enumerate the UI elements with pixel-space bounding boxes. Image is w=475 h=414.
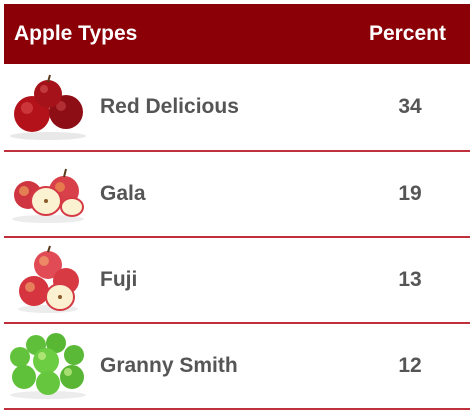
apple-type-name: Granny Smith <box>100 354 238 377</box>
table-row: Gala 19 <box>4 152 470 238</box>
column-header-percent: Percent <box>368 22 446 45</box>
granny-smith-apples-image <box>10 333 86 399</box>
red-delicious-apples-image <box>10 74 86 140</box>
apple-types-table: Apple Types Percent Red Delicious 34 <box>4 4 470 410</box>
apple-type-name: Red Delicious <box>100 95 239 118</box>
apple-type-percent: 34 <box>398 95 422 118</box>
table-row: Granny Smith 12 <box>4 324 470 410</box>
column-header-apple-types: Apple Types <box>14 22 138 45</box>
fuji-apples-image <box>18 245 79 313</box>
table-row: Red Delicious 34 <box>4 64 470 152</box>
gala-apples-image <box>12 168 84 223</box>
apple-type-percent: 19 <box>398 182 422 205</box>
apple-type-name: Fuji <box>100 268 138 291</box>
apple-type-percent: 13 <box>398 268 422 291</box>
apple-type-percent: 12 <box>398 354 422 377</box>
apple-type-name: Gala <box>100 182 146 205</box>
table-row: Fuji 13 <box>4 238 470 324</box>
table-header: Apple Types Percent <box>4 4 470 64</box>
